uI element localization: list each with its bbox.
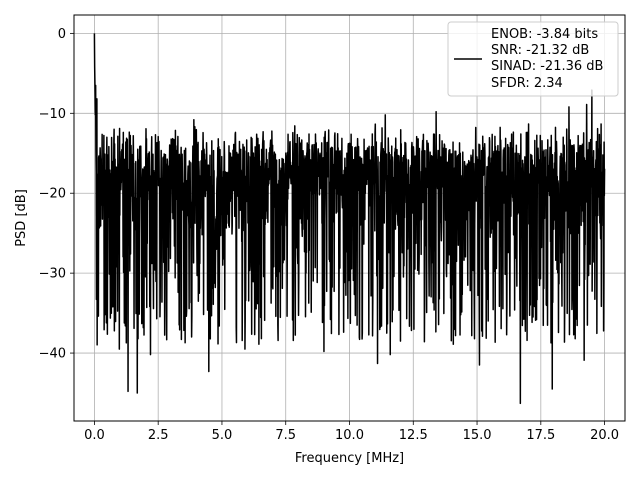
y-tick-label: −20 (39, 187, 66, 202)
x-tick-label: 15.0 (463, 428, 492, 443)
y-tick-label: −10 (39, 107, 66, 122)
x-tick-label: 2.5 (148, 428, 169, 443)
x-tick-label: 17.5 (526, 428, 555, 443)
y-axis-label: PSD [dB] (14, 189, 29, 247)
ticks: 0.0 2.5 5.0 7.5 10.0 12.5 15.0 17.5 20.0 0 −10 −20 −… (39, 27, 620, 443)
legend-entry-enob: ENOB: -3.84 bits (491, 27, 598, 42)
x-tick-label: 0.0 (84, 428, 105, 443)
legend: ENOB: -3.84 bits SNR: -21.32 dB SINAD: -… (447, 21, 619, 97)
legend-entry-sinad: SINAD: -21.36 dB (491, 59, 603, 74)
y-tick-label: 0 (58, 27, 66, 42)
legend-entry-snr: SNR: -21.32 dB (491, 43, 589, 58)
y-tick-label: −40 (39, 347, 66, 362)
y-tick-label: −30 (39, 267, 66, 282)
x-tick-label: 20.0 (590, 428, 619, 443)
legend-entry-sfdr: SFDR: 2.34 (491, 76, 563, 91)
series-layer (93, 33, 606, 405)
x-axis-label: Frequency [MHz] (295, 451, 404, 466)
x-tick-label: 12.5 (399, 428, 428, 443)
x-tick-label: 10.0 (335, 428, 364, 443)
x-tick-label: 5.0 (212, 428, 233, 443)
x-tick-label: 7.5 (275, 428, 296, 443)
psd-series-line (93, 33, 606, 405)
legend-box (447, 21, 619, 97)
